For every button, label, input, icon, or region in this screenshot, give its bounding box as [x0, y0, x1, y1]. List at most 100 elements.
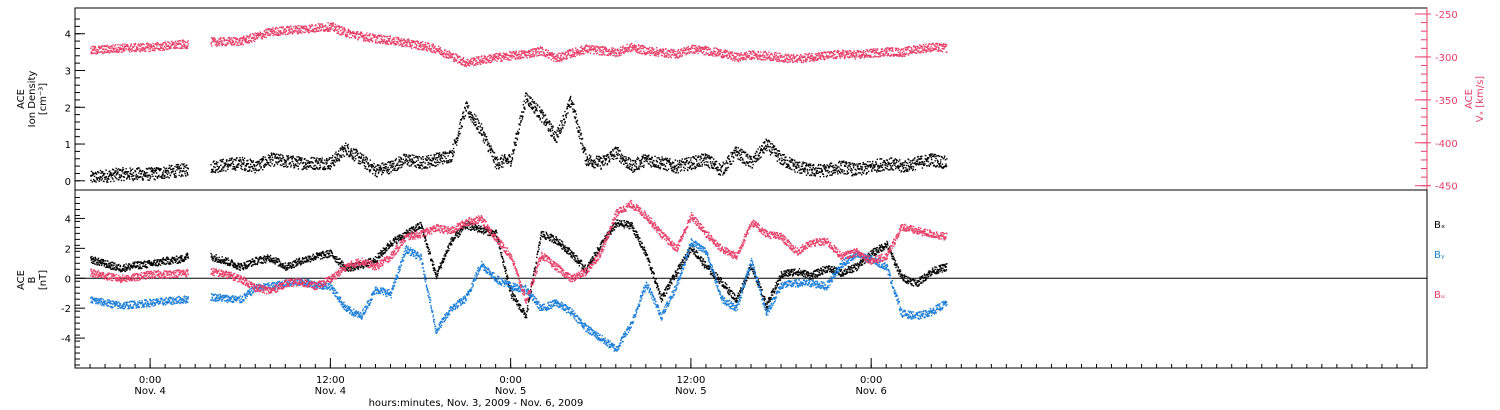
- top-point: [611, 155, 613, 157]
- top-point: [290, 156, 293, 158]
- top-point: [358, 160, 360, 162]
- top-point: [111, 172, 113, 174]
- top-point: [129, 49, 132, 51]
- top-point: [498, 166, 500, 169]
- top-point: [760, 149, 763, 151]
- top-point: [485, 58, 488, 60]
- top-point: [490, 145, 492, 147]
- top-point: [246, 160, 248, 162]
- top-point: [900, 170, 903, 172]
- top-point: [211, 40, 214, 43]
- top-point: [595, 163, 597, 166]
- top-point: [583, 150, 586, 152]
- top-point: [694, 158, 697, 160]
- top-point: [870, 165, 873, 167]
- top-point: [152, 169, 154, 171]
- top-point: [168, 164, 171, 167]
- top-point: [327, 166, 330, 169]
- top-point: [560, 60, 563, 62]
- top-point: [804, 167, 807, 169]
- top-point: [774, 152, 777, 155]
- top-point: [936, 165, 938, 168]
- top-point: [416, 40, 418, 42]
- top-point: [673, 171, 675, 173]
- top-point: [342, 33, 344, 35]
- top-point: [510, 52, 512, 54]
- top-point: [159, 49, 161, 52]
- top-point: [508, 54, 510, 57]
- top-point: [499, 53, 502, 55]
- top-point: [575, 122, 578, 124]
- top-point: [244, 167, 246, 170]
- top-point: [171, 44, 174, 46]
- top-point: [539, 51, 541, 53]
- top-point: [542, 51, 545, 53]
- top-point: [376, 42, 378, 44]
- top-point: [548, 123, 551, 125]
- top-point: [532, 53, 534, 55]
- top-point: [520, 115, 522, 117]
- top-point: [583, 47, 585, 49]
- top-point: [534, 50, 536, 52]
- top-point: [102, 173, 104, 175]
- top-point: [249, 163, 252, 166]
- top-point: [443, 53, 445, 55]
- top-point: [243, 162, 245, 164]
- top-point: [102, 171, 104, 173]
- top-point: [552, 60, 555, 62]
- top-point: [297, 156, 300, 158]
- top-point: [352, 30, 354, 33]
- top-point: [184, 172, 186, 175]
- top-point: [694, 167, 697, 169]
- top-point: [302, 31, 304, 33]
- top-point: [225, 163, 227, 165]
- top-point: [395, 159, 397, 161]
- top-point: [356, 30, 359, 33]
- top-point: [585, 163, 587, 165]
- top-point: [174, 172, 177, 175]
- top-point: [131, 178, 134, 180]
- top-point: [635, 160, 637, 163]
- top-point: [215, 43, 218, 45]
- top-point: [769, 150, 771, 153]
- top-point: [826, 174, 828, 177]
- top-point: [334, 28, 336, 31]
- top-point: [91, 174, 93, 177]
- top-point: [393, 37, 395, 39]
- top-point: [404, 160, 406, 162]
- top-point: [233, 168, 236, 171]
- top-point: [598, 160, 600, 163]
- top-point: [448, 53, 450, 55]
- top-point: [842, 171, 844, 173]
- top-point: [185, 47, 187, 50]
- top-point: [655, 159, 658, 162]
- top-point: [480, 133, 482, 135]
- top-point: [371, 37, 373, 39]
- top-point: [872, 165, 874, 167]
- top-point: [241, 163, 243, 165]
- top-point: [660, 164, 663, 166]
- top-point: [850, 163, 852, 166]
- top-point: [135, 177, 137, 179]
- top-point: [110, 49, 113, 52]
- top-point: [159, 169, 161, 172]
- top-point: [749, 165, 752, 168]
- top-point: [595, 45, 597, 47]
- top-point: [910, 167, 913, 170]
- top-point: [413, 46, 416, 48]
- top-point: [428, 42, 430, 45]
- top-point: [647, 162, 649, 165]
- top-point: [574, 110, 577, 112]
- top-point: [549, 130, 552, 132]
- top-point: [151, 169, 153, 172]
- top-point: [613, 156, 615, 158]
- top-point: [605, 47, 608, 50]
- top-point: [557, 56, 559, 59]
- top-point: [570, 103, 572, 106]
- top-point: [534, 105, 536, 108]
- top-point: [291, 157, 294, 160]
- top-point: [477, 63, 479, 65]
- top-point: [444, 53, 447, 55]
- top-point: [241, 168, 243, 171]
- top-point: [257, 160, 260, 163]
